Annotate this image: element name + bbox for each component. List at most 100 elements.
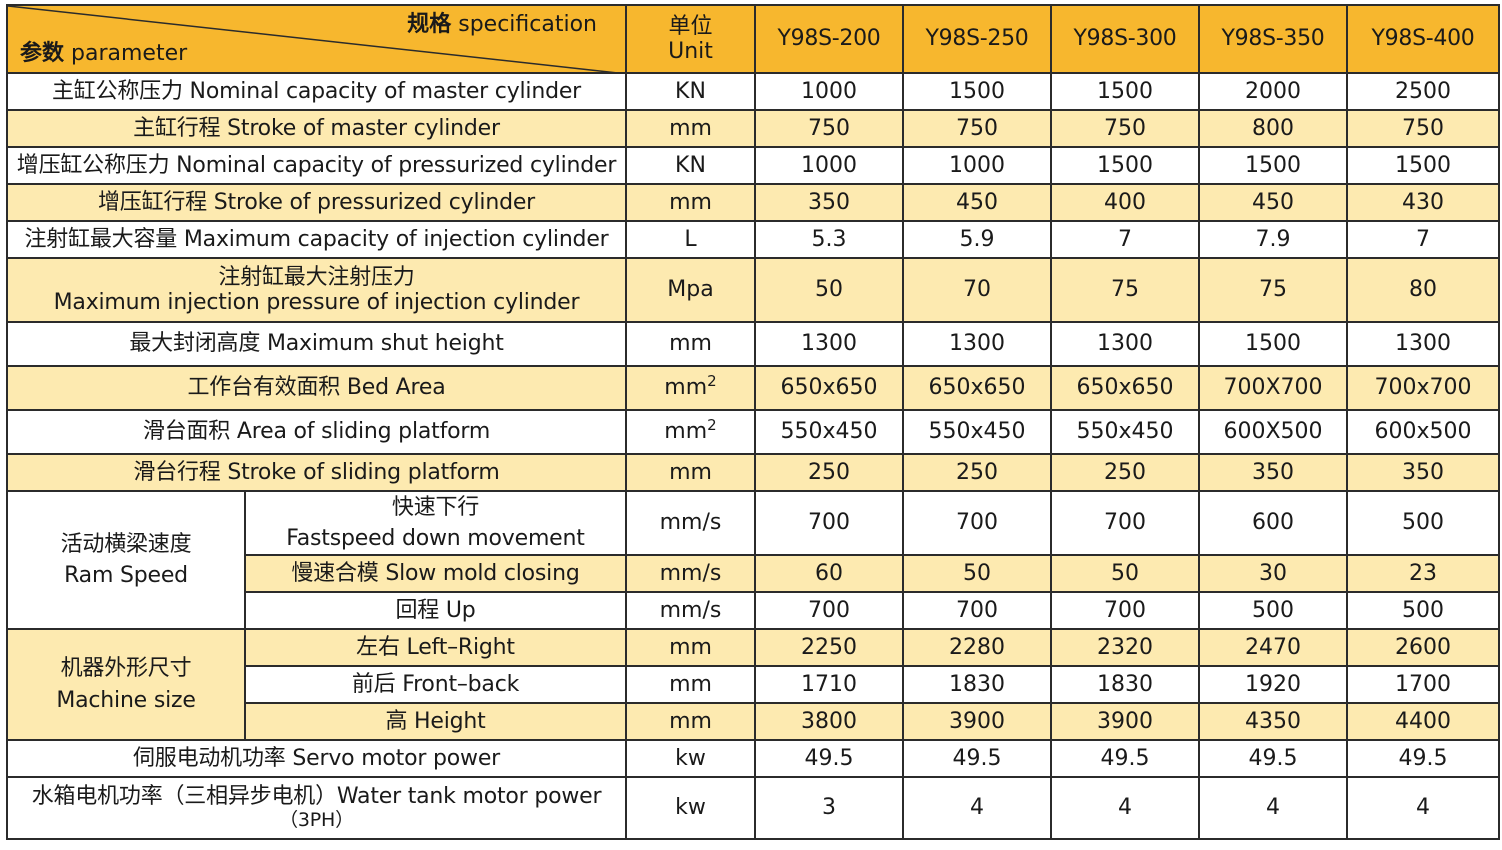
model-header: Y98S-300 (1050, 4, 1200, 74)
row-label: 注射缸最大注射压力 Maximum injection pressure of … (6, 257, 627, 323)
specification-table: 规格 specification 参数 parameter 单位 Unit Y98… (6, 4, 1500, 840)
row-label: 水箱电机功率（三相异步电机）Water tank motor power （3P… (6, 776, 627, 840)
value-cell: 4400 (1346, 702, 1500, 741)
value-cell: 4 (1346, 776, 1500, 840)
corner-header-cell: 规格 specification 参数 parameter (6, 4, 627, 74)
value-cell: 1500 (1346, 146, 1500, 185)
value-cell: 550x450 (1050, 409, 1200, 455)
table-row: 回程 Up mm/s 700 700 700 500 500 (7, 591, 1500, 630)
table-row: 注射缸最大容量 Maximum capacity of injection cy… (6, 220, 1500, 259)
row-label-en: Maximum injection pressure of injection … (53, 290, 580, 315)
value-cell: 1700 (1346, 665, 1500, 704)
value-cell: 400 (1050, 183, 1200, 222)
value-cell: 1500 (1198, 146, 1348, 185)
value-cell: 700x700 (1346, 365, 1500, 411)
row-label: 前后 Front–back (244, 665, 627, 704)
value-cell: 750 (1050, 109, 1200, 148)
value-cell: 650x650 (754, 365, 904, 411)
unit-cell: mm (625, 665, 756, 704)
value-cell: 350 (1198, 453, 1348, 492)
table-row: 伺服电动机功率 Servo motor power kw 49.5 49.5 4… (6, 739, 1500, 778)
model-header: Y98S-350 (1198, 4, 1348, 74)
unit-cell: Mpa (625, 257, 756, 323)
value-cell: 2600 (1346, 628, 1500, 667)
table-row: 注射缸最大注射压力 Maximum injection pressure of … (6, 257, 1500, 323)
group-label-ram-speed: 活动横梁速度 Ram Speed (6, 490, 246, 630)
value-cell: 500 (1198, 591, 1348, 630)
value-cell: 1300 (1346, 321, 1500, 367)
spec-table-container: 规格 specification 参数 parameter 单位 Unit Y98… (6, 4, 1500, 840)
value-cell: 1710 (754, 665, 904, 704)
value-cell: 500 (1346, 490, 1500, 556)
value-cell: 5.9 (902, 220, 1052, 259)
value-cell: 7 (1050, 220, 1200, 259)
row-label: 滑台面积 Area of sliding platform (6, 409, 627, 455)
value-cell: 7.9 (1198, 220, 1348, 259)
model-header: Y98S-200 (754, 4, 904, 74)
row-label: 注射缸最大容量 Maximum capacity of injection cy… (6, 220, 627, 259)
value-cell: 600 (1198, 490, 1348, 556)
value-cell: 250 (1050, 453, 1200, 492)
value-cell: 4 (902, 776, 1052, 840)
row-label: 主缸行程 Stroke of master cylinder (6, 109, 627, 148)
row-label: 增压缸行程 Stroke of pressurized cylinder (6, 183, 627, 222)
table-row: 前后 Front–back mm 1710 1830 1830 1920 170… (7, 665, 1500, 704)
unit-cell: mm2 (625, 365, 756, 411)
value-cell: 1830 (902, 665, 1052, 704)
row-label: 最大封闭高度 Maximum shut height (6, 321, 627, 367)
row-label: 高 Height (244, 702, 627, 741)
value-cell: 70 (902, 257, 1052, 323)
unit-cell: mm (625, 702, 756, 741)
row-label: 工作台有效面积 Bed Area (6, 365, 627, 411)
value-cell: 700 (754, 591, 904, 630)
table-row: 滑台行程 Stroke of sliding platform mm 250 2… (6, 453, 1500, 492)
value-cell: 49.5 (1198, 739, 1348, 778)
value-cell: 1500 (1198, 321, 1348, 367)
row-label: 主缸公称压力 Nominal capacity of master cylind… (6, 72, 627, 111)
value-cell: 800 (1198, 109, 1348, 148)
table-row: 活动横梁速度 Ram Speed 快速下行 Fastspeed down mov… (6, 490, 1500, 630)
group-label-machine-size: 机器外形尺寸 Machine size (6, 628, 246, 741)
table-row: 工作台有效面积 Bed Area mm2 650x650 650x650 650… (6, 365, 1500, 411)
header-row: 规格 specification 参数 parameter 单位 Unit Y98… (6, 4, 1500, 74)
table-row: 高 Height mm 3800 3900 3900 4350 4400 (7, 702, 1500, 741)
parameter-header: 参数 parameter (20, 40, 188, 66)
table-row: 增压缸公称压力 Nominal capacity of pressurized … (6, 146, 1500, 185)
table-row: 增压缸行程 Stroke of pressurized cylinder mm … (6, 183, 1500, 222)
value-cell: 2500 (1346, 72, 1500, 111)
row-label-cn: 注射缸最大注射压力 (218, 264, 415, 290)
value-cell: 49.5 (902, 739, 1052, 778)
value-cell: 50 (902, 554, 1052, 593)
row-label: 滑台行程 Stroke of sliding platform (6, 453, 627, 492)
unit-cell: mm/s (625, 591, 756, 630)
value-cell: 3800 (754, 702, 904, 741)
value-cell: 23 (1346, 554, 1500, 593)
value-cell: 1920 (1198, 665, 1348, 704)
value-cell: 60 (754, 554, 904, 593)
value-cell: 49.5 (1050, 739, 1200, 778)
row-label: 伺服电动机功率 Servo motor power (6, 739, 627, 778)
value-cell: 430 (1346, 183, 1500, 222)
table-row: 滑台面积 Area of sliding platform mm2 550x45… (6, 409, 1500, 455)
value-cell: 450 (1198, 183, 1348, 222)
value-cell: 1000 (754, 146, 904, 185)
value-cell: 600x500 (1346, 409, 1500, 455)
value-cell: 1500 (902, 72, 1052, 111)
value-cell: 1000 (754, 72, 904, 111)
value-cell: 700 (754, 490, 904, 556)
table-row: 最大封闭高度 Maximum shut height mm 1300 1300 … (6, 321, 1500, 367)
value-cell: 50 (1050, 554, 1200, 593)
unit-cell: KN (625, 72, 756, 111)
row-label: 增压缸公称压力 Nominal capacity of pressurized … (6, 146, 627, 185)
value-cell: 700X700 (1198, 365, 1348, 411)
value-cell: 600X500 (1198, 409, 1348, 455)
value-cell: 1500 (1050, 146, 1200, 185)
table-row: 慢速合模 Slow mold closing mm/s 60 50 50 30 … (7, 554, 1500, 593)
value-cell: 450 (902, 183, 1052, 222)
value-cell: 75 (1198, 257, 1348, 323)
row-label: 左右 Left–Right (244, 628, 627, 667)
value-cell: 650x650 (1050, 365, 1200, 411)
unit-cell: mm (625, 109, 756, 148)
value-cell: 2000 (1198, 72, 1348, 111)
unit-cell: kw (625, 776, 756, 840)
